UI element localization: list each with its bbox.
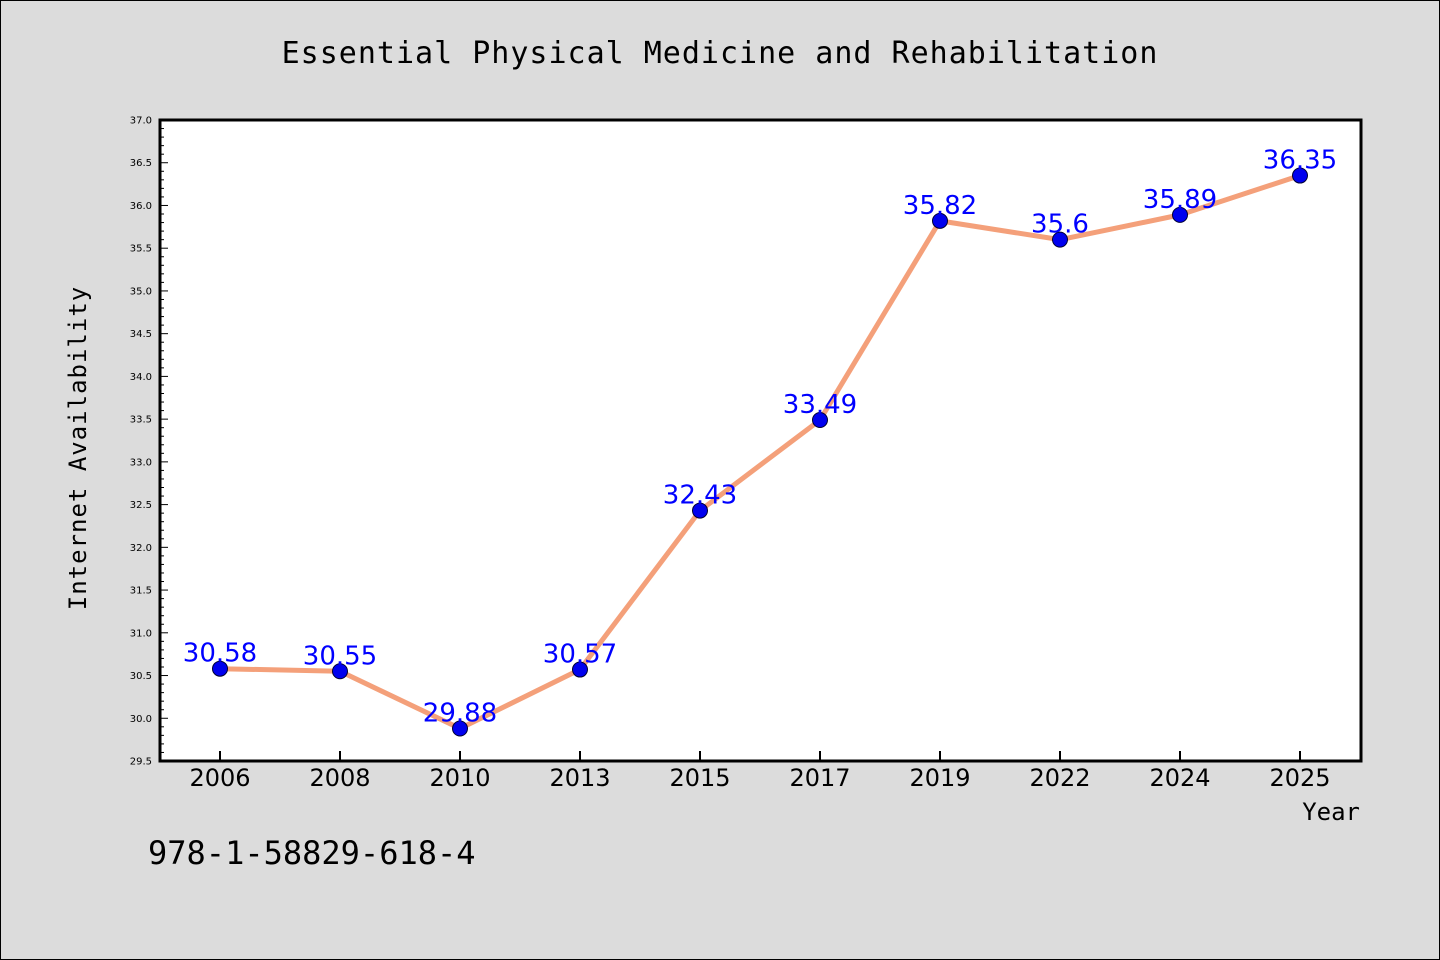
y-tick-label: 31.0 — [130, 628, 152, 639]
x-tick-label: 2006 — [189, 764, 250, 792]
y-tick-label: 36.5 — [130, 158, 152, 169]
y-tick-label: 35.5 — [130, 244, 152, 255]
y-tick-label: 30.5 — [130, 671, 152, 682]
data-point-marker — [452, 720, 468, 737]
y-tick-label: 29.5 — [130, 757, 152, 768]
y-tick-label: 32.5 — [130, 500, 152, 511]
x-axis-label: Year — [1302, 798, 1360, 826]
data-point-marker — [332, 663, 348, 680]
y-tick-label: 32.0 — [130, 543, 152, 554]
y-tick-label: 37.0 — [130, 116, 152, 127]
data-label: 30.55 — [303, 641, 377, 671]
data-label: 35.6 — [1031, 210, 1089, 240]
series-layer: 30.58 30.55 29.88 30.57 32.43 33.49 35.82 35.6 3… — [183, 146, 1337, 737]
data-point-marker — [1292, 167, 1308, 184]
y-tick-label: 30.0 — [130, 714, 152, 725]
data-label: 35.89 — [1143, 185, 1217, 215]
chart-title: Essential Physical Medicine and Rehabili… — [282, 36, 1159, 71]
x-tick-label: 2022 — [1029, 764, 1090, 792]
data-label: 33.49 — [783, 390, 857, 420]
data-label: 32.43 — [663, 481, 737, 511]
x-tick-label: 2019 — [909, 764, 970, 792]
data-point-marker — [812, 411, 828, 428]
y-axis-label: Internet Availability — [64, 286, 92, 610]
y-tick-label: 34.5 — [130, 329, 152, 340]
data-label: 30.58 — [183, 639, 257, 669]
x-tick-label: 2017 — [789, 764, 850, 792]
data-point-marker — [1052, 231, 1068, 248]
series-line — [217, 173, 1303, 732]
y-tick-label: 36.0 — [130, 201, 152, 212]
isbn-text: 978-1-58829-618-4 — [148, 834, 476, 872]
x-tick-label: 2013 — [549, 764, 610, 792]
x-tick-label: 2010 — [429, 764, 490, 792]
data-label: 30.57 — [543, 640, 617, 670]
data-point-marker — [1172, 206, 1188, 223]
data-label: 35.82 — [903, 191, 977, 221]
y-tick-label: 31.5 — [130, 586, 152, 597]
y-tick-label: 33.5 — [130, 415, 152, 426]
data-point-marker — [212, 660, 228, 677]
y-axis-ticks: 29.5 30.0 30.5 31.0 31.5 32.0 32.5 33.0 33.5 34.0… — [130, 116, 168, 768]
x-tick-label: 2024 — [1149, 764, 1210, 792]
x-tick-label: 2025 — [1269, 764, 1330, 792]
data-point-marker — [572, 661, 588, 678]
x-tick-label: 2015 — [669, 764, 730, 792]
x-tick-label: 2008 — [309, 764, 370, 792]
x-axis-ticks: 2006 2008 2010 2013 2015 2017 2019 2022 2024 2025 — [189, 751, 1331, 792]
data-point-marker — [932, 212, 948, 229]
data-label: 36.35 — [1263, 146, 1337, 176]
data-point-marker — [692, 502, 708, 519]
y-tick-label: 35.0 — [130, 286, 152, 297]
data-label: 29.88 — [423, 699, 497, 729]
y-tick-label: 33.0 — [130, 457, 152, 468]
plot-area — [158, 118, 1363, 763]
y-tick-label: 34.0 — [130, 372, 152, 383]
